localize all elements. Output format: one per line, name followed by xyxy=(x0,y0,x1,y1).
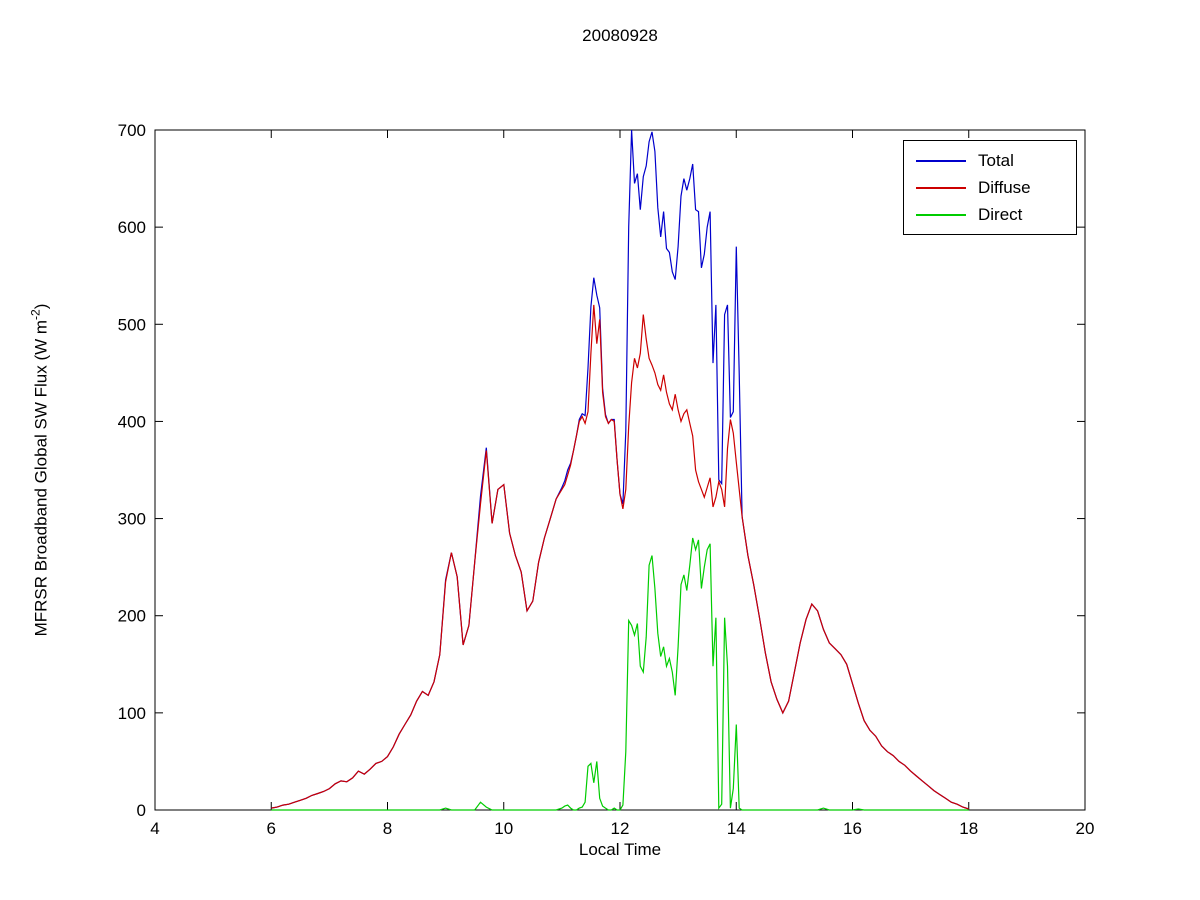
legend-label-direct: Direct xyxy=(978,204,1023,224)
series-line-diffuse xyxy=(271,304,969,810)
legend-label-total: Total xyxy=(978,150,1014,170)
y-tick-label: 0 xyxy=(137,801,146,820)
x-tick-label: 18 xyxy=(959,819,978,838)
y-tick-label: 300 xyxy=(118,510,146,529)
series-line-total xyxy=(271,129,969,810)
y-tick-label: 600 xyxy=(118,218,146,237)
legend-label-diffuse: Diffuse xyxy=(978,177,1031,197)
x-axis-label: Local Time xyxy=(578,840,662,859)
y-tick-label: 500 xyxy=(118,315,146,334)
x-tick-label: 12 xyxy=(611,819,630,838)
x-tick-label: 6 xyxy=(267,819,276,838)
y-tick-label: 100 xyxy=(118,704,146,723)
legend-item-direct: Direct xyxy=(904,201,1076,228)
chart-title: 20080928 xyxy=(582,26,658,45)
x-tick-label: 8 xyxy=(383,819,392,838)
x-tick-label: 10 xyxy=(494,819,513,838)
legend-line-diffuse xyxy=(916,186,966,189)
legend-item-total: Total xyxy=(904,147,1076,174)
series-line-direct xyxy=(271,537,969,811)
legend-line-direct xyxy=(916,213,966,216)
x-tick-label: 16 xyxy=(843,819,862,838)
legend-item-diffuse: Diffuse xyxy=(904,174,1076,201)
x-tick-label: 4 xyxy=(150,819,159,838)
legend: Total Diffuse Direct xyxy=(903,140,1077,235)
y-tick-label: 200 xyxy=(118,607,146,626)
y-tick-label: 400 xyxy=(118,412,146,431)
x-tick-label: 14 xyxy=(727,819,746,838)
x-tick-label: 20 xyxy=(1076,819,1095,838)
legend-line-total xyxy=(916,159,966,162)
y-tick-label: 700 xyxy=(118,121,146,140)
